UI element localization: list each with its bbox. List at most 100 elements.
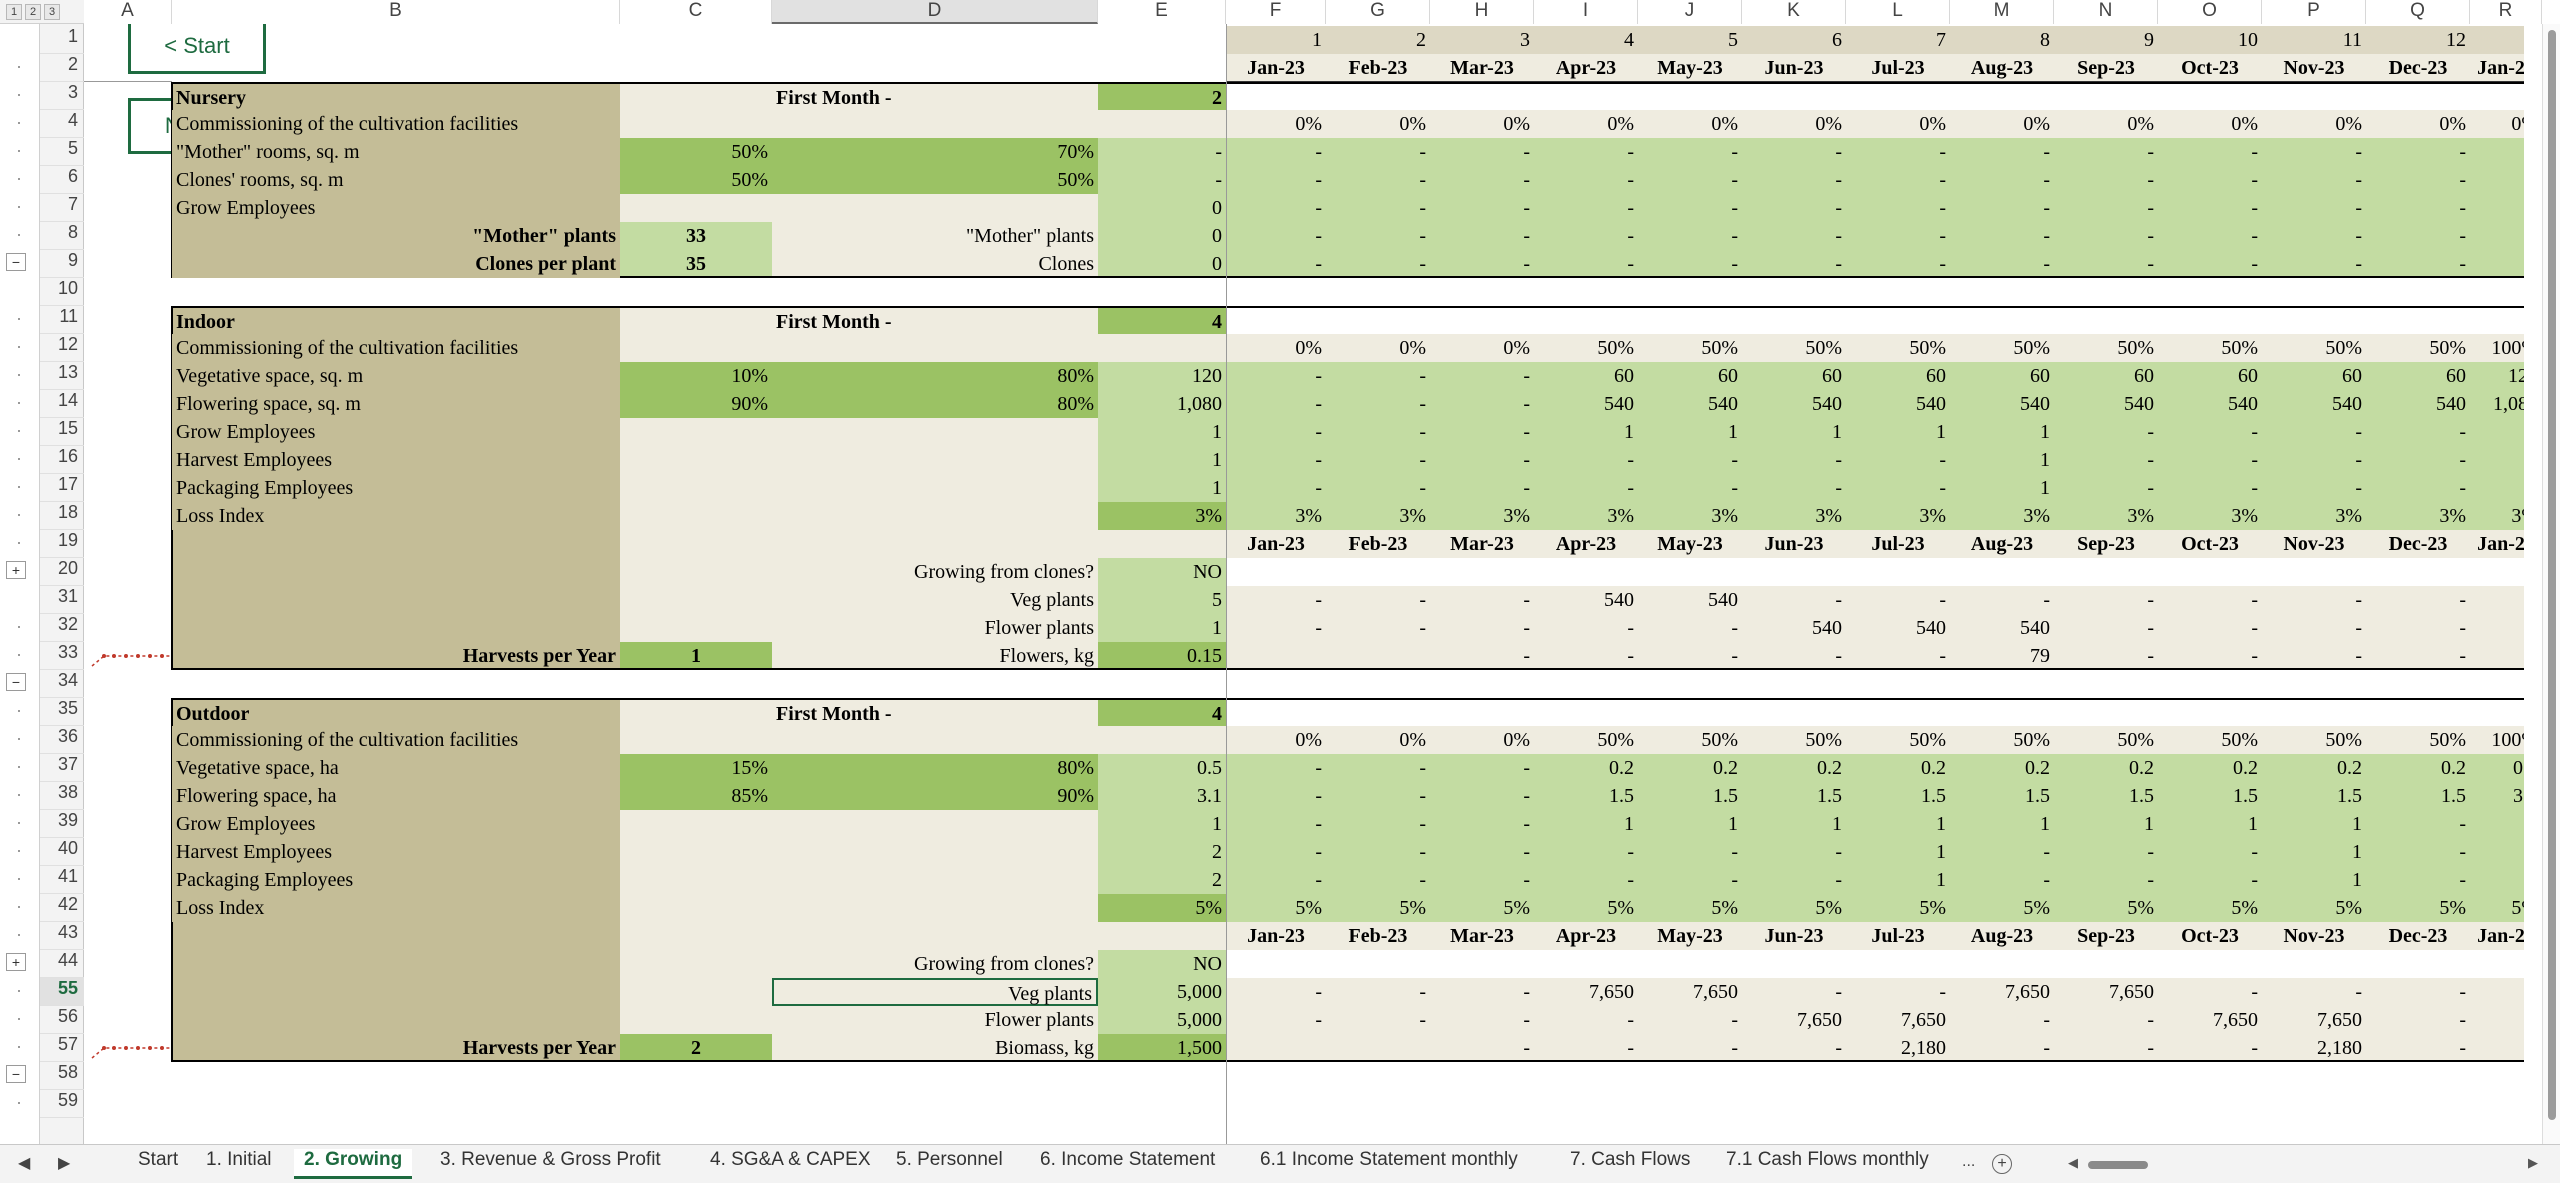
monthly-value[interactable]: 60 [1638, 362, 1742, 390]
monthly-value[interactable]: - [1950, 838, 2054, 866]
monthly-value[interactable]: - [2158, 474, 2262, 502]
column-header-j[interactable]: J [1638, 0, 1742, 24]
monthly-value[interactable]: 0% [1638, 110, 1742, 138]
monthly-value[interactable]: - [2262, 642, 2366, 670]
monthly-value[interactable]: - [1326, 838, 1430, 866]
monthly-value[interactable]: - [1430, 362, 1534, 390]
total-value[interactable]: 1 [1098, 474, 1226, 502]
cell[interactable] [172, 1006, 620, 1034]
monthly-value[interactable]: - [1950, 1034, 2054, 1062]
percent-input[interactable] [772, 502, 1098, 530]
monthly-value[interactable]: 7,650 [1534, 978, 1638, 1006]
monthly-value[interactable]: - [1326, 614, 1430, 642]
monthly-value[interactable]: - [1430, 474, 1534, 502]
monthly-value[interactable]: - [1950, 586, 2054, 614]
monthly-value[interactable]: 0% [2262, 110, 2366, 138]
monthly-value[interactable]: - [1326, 1006, 1430, 1034]
monthly-value[interactable]: 1.5 [2366, 782, 2470, 810]
cell[interactable] [2366, 82, 2470, 110]
month-header-cell[interactable]: Mar-23 [1430, 54, 1534, 82]
row-header-4[interactable]: 4 [40, 110, 84, 138]
monthly-value[interactable]: - [2262, 474, 2366, 502]
monthly-value[interactable]: - [2470, 614, 2524, 642]
monthly-value[interactable]: - [2262, 138, 2366, 166]
percent-input[interactable]: 33 [620, 222, 772, 250]
percent-input[interactable]: 50% [772, 166, 1098, 194]
monthly-value[interactable]: - [1950, 866, 2054, 894]
cell[interactable] [1534, 950, 1638, 978]
veg-plants-value[interactable]: 5 [1098, 586, 1226, 614]
monthly-value[interactable]: 3% [2262, 502, 2366, 530]
monthly-value[interactable]: - [1326, 810, 1430, 838]
month-number-cell[interactable]: 2 [1326, 26, 1430, 54]
monthly-value[interactable]: - [1430, 1006, 1534, 1034]
cell[interactable] [1950, 950, 2054, 978]
monthly-value[interactable]: 1 [1950, 474, 2054, 502]
tab-scroll-left-icon[interactable]: ◀ [18, 1155, 31, 1172]
month-header-cell[interactable]: Jan-23 [1226, 54, 1326, 82]
monthly-value[interactable]: - [2158, 978, 2262, 1006]
monthly-value[interactable]: - [1226, 614, 1326, 642]
veg-plants-label[interactable]: Veg plants [772, 586, 1098, 614]
row-label[interactable]: Clones per plant [172, 250, 620, 278]
monthly-value[interactable]: 3% [1742, 502, 1846, 530]
cell[interactable] [2366, 950, 2470, 978]
total-value[interactable]: 0.5 [1098, 754, 1226, 782]
monthly-value[interactable]: 1 [2054, 810, 2158, 838]
column-header-m[interactable]: M [1950, 0, 2054, 24]
monthly-value[interactable]: - [2366, 166, 2470, 194]
month-header-cell[interactable]: Jan-24 [2470, 530, 2524, 558]
sheet-tab[interactable]: 6.1 Income Statement monthly [1260, 1149, 1518, 1170]
first-month-input[interactable]: 4 [1098, 306, 1226, 334]
scroll-right-arrow-icon[interactable]: ▶ [2528, 1155, 2538, 1170]
monthly-value[interactable]: 7,650 [1950, 978, 2054, 1006]
monthly-value[interactable]: - [1430, 586, 1534, 614]
row-label[interactable]: Commissioning of the cultivation facilit… [172, 110, 620, 138]
monthly-value[interactable]: 3% [2366, 502, 2470, 530]
month-number-cell[interactable]: 3 [1430, 26, 1534, 54]
monthly-value[interactable]: - [2054, 418, 2158, 446]
monthly-value[interactable]: 0% [1326, 110, 1430, 138]
monthly-value[interactable]: - [1326, 194, 1430, 222]
collapse-group-button[interactable]: − [6, 253, 26, 271]
monthly-value[interactable]: - [1326, 474, 1430, 502]
monthly-value[interactable]: - [1226, 166, 1326, 194]
monthly-value[interactable]: 1.5 [1950, 782, 2054, 810]
month-header-cell[interactable]: Jun-23 [1742, 530, 1846, 558]
row-header-14[interactable]: 14 [40, 390, 84, 418]
monthly-value[interactable]: - [1430, 390, 1534, 418]
monthly-value[interactable]: - [2054, 614, 2158, 642]
monthly-value[interactable]: - [1742, 838, 1846, 866]
monthly-value[interactable]: - [1638, 474, 1742, 502]
monthly-value[interactable]: 50% [2366, 726, 2470, 754]
output-label[interactable]: Biomass, kg [772, 1034, 1098, 1062]
monthly-value[interactable]: - [1226, 810, 1326, 838]
monthly-value[interactable]: 5% [1846, 894, 1950, 922]
monthly-value[interactable]: - [2054, 194, 2158, 222]
monthly-value[interactable]: 540 [1534, 390, 1638, 418]
monthly-value[interactable]: - [2470, 166, 2524, 194]
column-header-e[interactable]: E [1098, 0, 1226, 24]
monthly-value[interactable]: 60 [1742, 362, 1846, 390]
monthly-value[interactable]: 1.5 [2158, 782, 2262, 810]
month-header-cell[interactable]: Jan-24 [2470, 54, 2524, 82]
monthly-value[interactable]: 3.1 [2470, 782, 2524, 810]
row-label[interactable]: Grow Employees [172, 418, 620, 446]
add-sheet-icon[interactable]: + [1992, 1154, 2012, 1174]
monthly-value[interactable]: - [1950, 138, 2054, 166]
monthly-value[interactable]: - [2262, 586, 2366, 614]
monthly-value[interactable]: - [1638, 138, 1742, 166]
monthly-value[interactable]: - [1430, 418, 1534, 446]
monthly-value[interactable]: 7,650 [2262, 1006, 2366, 1034]
cell[interactable] [1846, 306, 1950, 334]
monthly-value[interactable]: 1 [2158, 810, 2262, 838]
monthly-value[interactable]: - [2470, 222, 2524, 250]
tab-scroll-right-icon[interactable]: ▶ [58, 1155, 71, 1172]
monthly-value[interactable]: - [2158, 446, 2262, 474]
month-header-cell[interactable]: Jun-23 [1742, 54, 1846, 82]
row-label[interactable]: Commissioning of the cultivation facilit… [172, 334, 620, 362]
cell[interactable] [2470, 950, 2524, 978]
monthly-value[interactable]: 540 [1846, 390, 1950, 418]
monthly-value[interactable]: 540 [1742, 390, 1846, 418]
monthly-value[interactable]: 1.5 [2262, 782, 2366, 810]
